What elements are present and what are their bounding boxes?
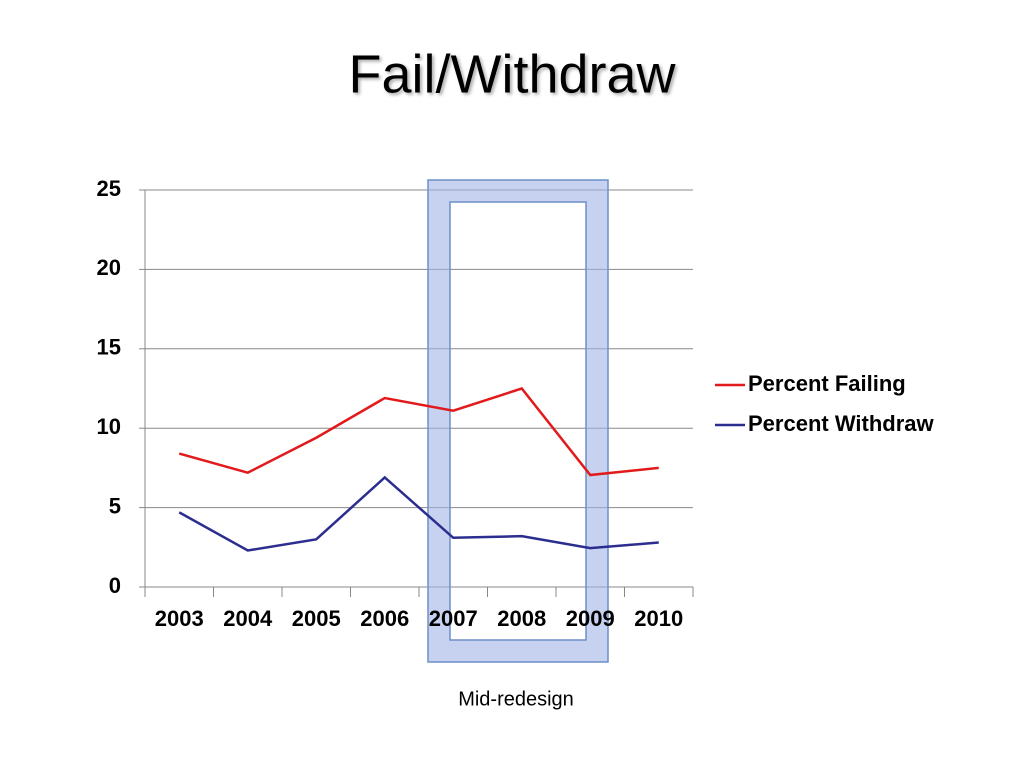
highlight-frame xyxy=(427,179,609,663)
y-tick-label: 25 xyxy=(97,176,121,201)
legend-label: Percent Withdraw xyxy=(748,411,935,436)
x-tick-label: 2004 xyxy=(223,606,273,631)
series-line xyxy=(178,387,659,477)
y-tick-label: 5 xyxy=(109,493,121,518)
y-tick-label: 15 xyxy=(97,335,121,360)
x-tick-label: 2007 xyxy=(429,606,478,631)
x-tick-label: 2008 xyxy=(497,606,546,631)
x-tick-label: 2010 xyxy=(634,606,683,631)
y-tick-label: 0 xyxy=(109,573,121,598)
series-line xyxy=(178,475,659,552)
y-tick-label: 10 xyxy=(97,414,121,439)
x-tick-label: 2009 xyxy=(566,606,615,631)
chart-title: Fail/Withdraw xyxy=(348,44,676,104)
annotation: Mid-redesign xyxy=(458,688,574,710)
x-tick-label: 2006 xyxy=(360,606,409,631)
x-tick-label: 2003 xyxy=(155,606,204,631)
legend-label: Percent Failing xyxy=(748,371,906,396)
x-tick-label: 2005 xyxy=(292,606,341,631)
y-tick-label: 20 xyxy=(97,255,121,280)
